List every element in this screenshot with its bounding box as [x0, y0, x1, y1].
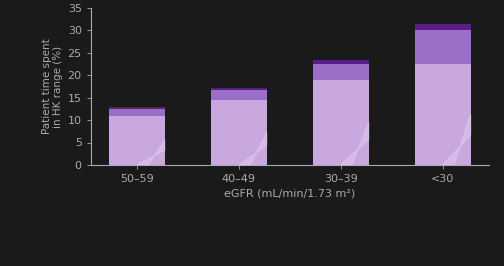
- Polygon shape: [341, 122, 369, 165]
- Bar: [211, 90, 267, 100]
- Bar: [313, 64, 369, 80]
- Bar: [109, 109, 165, 116]
- Bar: [313, 80, 369, 165]
- Bar: [415, 30, 471, 64]
- Bar: [313, 60, 369, 64]
- Polygon shape: [239, 132, 267, 165]
- Bar: [211, 100, 267, 165]
- Bar: [415, 64, 471, 165]
- Bar: [211, 88, 267, 90]
- X-axis label: eGFR (mL/min/1.73 m²): eGFR (mL/min/1.73 m²): [224, 188, 355, 198]
- Polygon shape: [443, 114, 471, 165]
- Polygon shape: [137, 140, 165, 165]
- Bar: [109, 116, 165, 165]
- Bar: [415, 24, 471, 30]
- Y-axis label: Patient time spent
in HK range (%): Patient time spent in HK range (%): [42, 39, 64, 134]
- Bar: [109, 107, 165, 109]
